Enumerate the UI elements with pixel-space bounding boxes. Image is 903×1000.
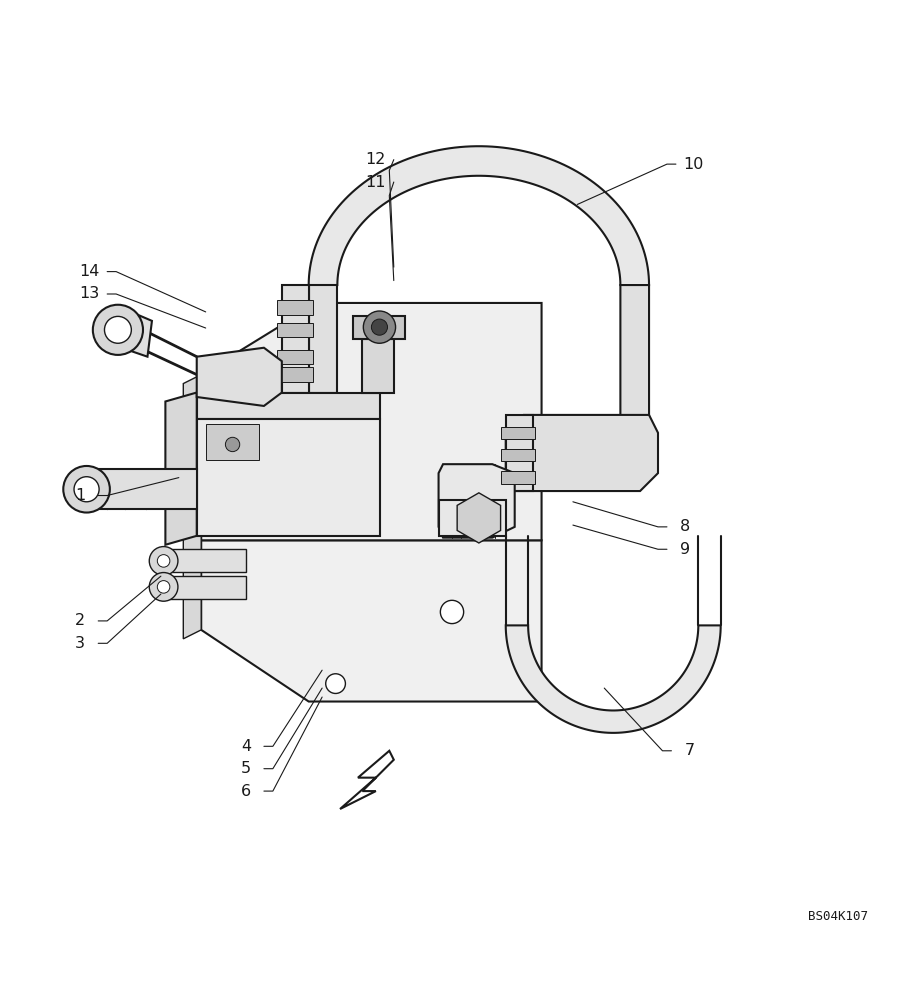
Polygon shape	[438, 464, 514, 538]
Circle shape	[325, 674, 345, 693]
Polygon shape	[197, 419, 380, 536]
Circle shape	[105, 316, 131, 343]
Polygon shape	[505, 415, 657, 491]
Polygon shape	[80, 469, 197, 509]
Text: 13: 13	[79, 286, 99, 301]
Polygon shape	[201, 540, 541, 702]
Polygon shape	[183, 375, 201, 639]
FancyBboxPatch shape	[277, 350, 312, 364]
Text: 11: 11	[365, 175, 386, 190]
FancyBboxPatch shape	[500, 471, 535, 484]
Circle shape	[371, 319, 387, 335]
Circle shape	[157, 581, 170, 593]
Polygon shape	[282, 285, 308, 393]
Circle shape	[63, 466, 110, 513]
Polygon shape	[161, 576, 246, 599]
Polygon shape	[340, 751, 394, 809]
Polygon shape	[619, 285, 648, 437]
Circle shape	[440, 600, 463, 624]
Polygon shape	[197, 393, 380, 419]
Circle shape	[157, 555, 170, 567]
Circle shape	[74, 477, 99, 502]
Polygon shape	[505, 415, 532, 491]
FancyBboxPatch shape	[277, 367, 312, 382]
Circle shape	[149, 547, 178, 575]
Text: 6: 6	[241, 784, 251, 799]
Text: 4: 4	[241, 739, 251, 754]
Circle shape	[149, 573, 178, 601]
Polygon shape	[116, 307, 152, 357]
Circle shape	[93, 305, 143, 355]
FancyBboxPatch shape	[500, 449, 535, 461]
Polygon shape	[197, 348, 282, 406]
Polygon shape	[308, 146, 648, 285]
Text: 5: 5	[241, 761, 251, 776]
Polygon shape	[505, 625, 720, 733]
Circle shape	[225, 437, 239, 452]
Text: 8: 8	[679, 519, 689, 534]
Polygon shape	[457, 493, 500, 543]
Text: 14: 14	[79, 264, 99, 279]
Polygon shape	[353, 316, 405, 339]
Text: 12: 12	[366, 152, 386, 167]
Polygon shape	[161, 549, 246, 572]
Text: 7: 7	[684, 743, 694, 758]
FancyBboxPatch shape	[277, 300, 312, 315]
Text: 1: 1	[75, 488, 85, 503]
FancyBboxPatch shape	[277, 323, 312, 337]
Polygon shape	[206, 424, 259, 460]
Polygon shape	[165, 393, 197, 545]
Polygon shape	[201, 303, 541, 540]
FancyBboxPatch shape	[500, 427, 535, 439]
Text: 9: 9	[679, 542, 689, 557]
Text: 10: 10	[683, 157, 703, 172]
Text: 2: 2	[75, 613, 85, 628]
Text: BS04K107: BS04K107	[807, 910, 868, 923]
Polygon shape	[438, 500, 505, 536]
Polygon shape	[362, 339, 394, 393]
Polygon shape	[308, 285, 337, 393]
Circle shape	[363, 311, 396, 343]
Text: 3: 3	[75, 636, 85, 651]
